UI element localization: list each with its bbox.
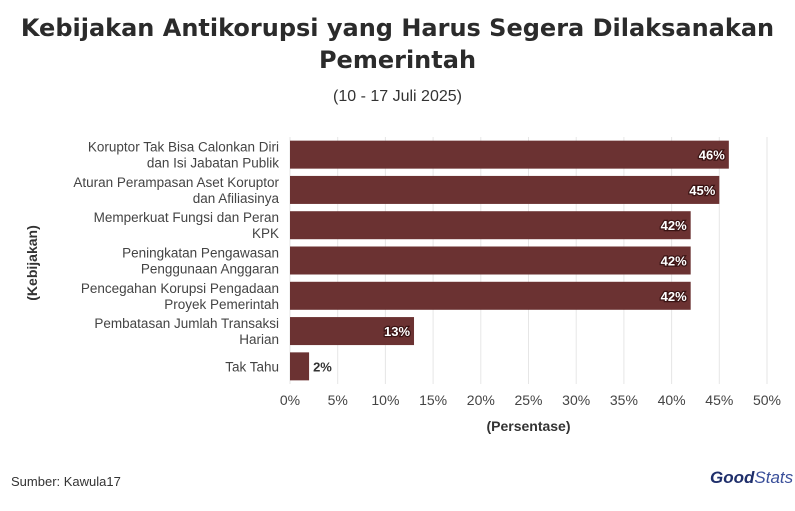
bar [290,175,720,204]
category-label: Penggunaan Anggaran [141,262,279,277]
x-tick-label: 40% [658,392,686,408]
chart-title: Kebijakan Antikorupsi yang Harus Segera … [20,14,775,74]
data-label: 2% [313,359,332,374]
category-label: Harian [239,332,279,347]
bar [290,246,691,275]
data-label: 46% [699,148,725,163]
category-label: KPK [252,226,279,241]
x-tick-label: 25% [514,392,542,408]
category-label: Pembatasan Jumlah Transaksi [94,316,279,331]
bar [290,281,691,310]
bar [290,352,310,381]
category-label: Tak Tahu [225,359,279,374]
chart-subtitle: (10 - 17 Juli 2025) [333,88,462,105]
x-axis-label: (Persentase) [486,418,571,434]
category-label: Peningkatan Pengawasan [122,246,279,261]
x-tick-label: 35% [610,392,638,408]
category-label: dan Isi Jabatan Publik [147,156,279,171]
x-tick-label: 20% [467,392,495,408]
x-tick-label: 45% [705,392,733,408]
category-label: Memperkuat Fungsi dan Peran [94,210,279,225]
category-label: Proyek Pemerintah [164,297,279,312]
bar [290,317,415,346]
category-label: Koruptor Tak Bisa Calonkan Diri [88,140,279,155]
bar [290,140,729,169]
logo-part-stats: Stats [754,468,794,487]
logo-part-good: Good [710,468,755,487]
data-label: 13% [384,324,410,339]
data-label: 42% [661,289,687,304]
x-tick-label: 15% [419,392,447,408]
x-tick-label: 5% [328,392,348,408]
y-axis-label: (Kebijakan) [24,225,40,301]
x-tick-label: 10% [371,392,399,408]
bar [290,211,691,240]
x-tick-label: 50% [753,392,781,408]
data-label: 42% [661,254,687,269]
x-tick-label: 0% [280,392,300,408]
data-label: 42% [661,218,687,233]
data-label: 45% [689,183,715,198]
category-label: Pencegahan Korupsi Pengadaan [81,281,279,296]
category-label: Aturan Perampasan Aset Koruptor [73,175,279,190]
source-note: Sumber: Kawula17 [11,474,121,489]
x-tick-label: 30% [562,392,590,408]
goodstats-logo: GoodStats [710,468,793,488]
category-label: dan Afiliasinya [193,191,280,206]
